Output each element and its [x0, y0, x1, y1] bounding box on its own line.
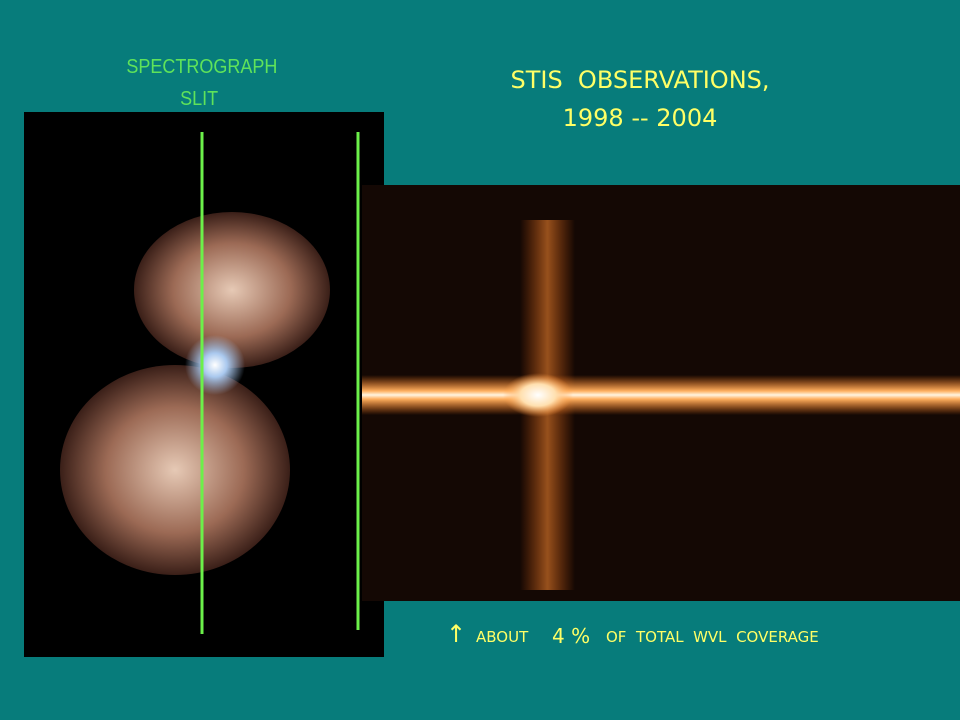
title: STIS OBSERVATIONS, — [510, 66, 770, 94]
title: 1998 -- 2004 — [562, 104, 718, 132]
spectrum-hotspot — [503, 373, 573, 417]
slit-label: SLIT — [180, 88, 219, 110]
caption: OF TOTAL WVL COVERAGE — [606, 628, 819, 646]
nebula-lower-lobe — [60, 365, 290, 575]
nebula-core — [185, 335, 245, 395]
slit-label: SPECTROGRAPH — [126, 56, 278, 78]
caption: ABOUT — [476, 628, 529, 646]
caption-amount: 4 % — [552, 624, 591, 648]
nebula-upper-lobe — [134, 212, 330, 368]
spectrum-continuum — [362, 375, 960, 415]
caption-arrow: ↑ — [446, 620, 467, 648]
